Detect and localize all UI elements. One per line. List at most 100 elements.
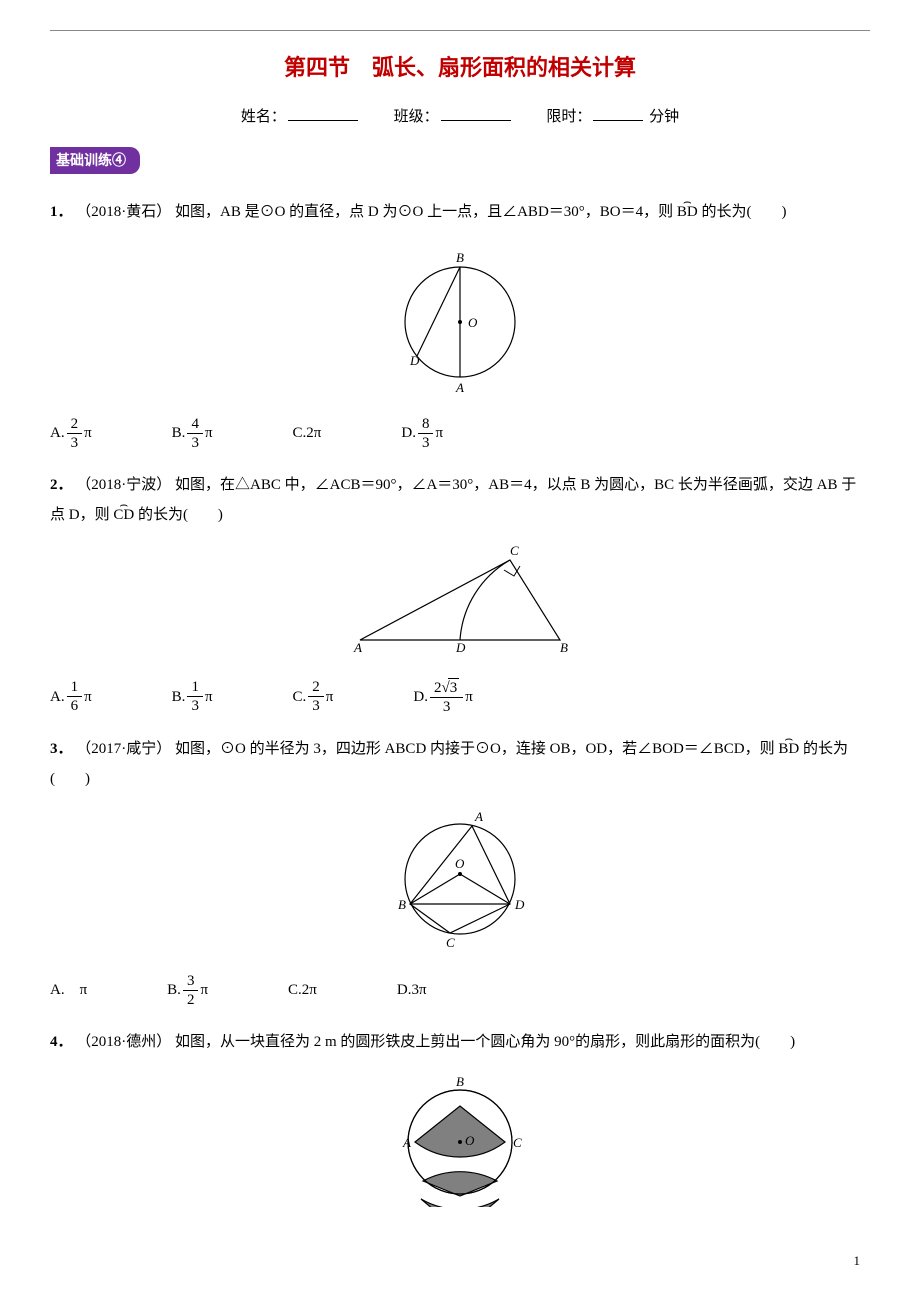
q3-num: 3． <box>50 741 73 757</box>
q1-c-text: 2π <box>306 421 321 445</box>
q2-b-num: 1 <box>187 678 203 697</box>
q1-opt-c: C. 2π <box>293 421 322 445</box>
q2-a-den: 6 <box>67 697 83 715</box>
q1-a-den: 3 <box>67 434 83 452</box>
q3-c-label: C. <box>288 978 302 1002</box>
q2-a-label: A. <box>50 685 65 709</box>
svg-text:D: D <box>514 897 525 912</box>
question-3: 3． （2017·咸宁） 如图，⊙O 的半径为 3，四边形 ABCD 内接于⊙O… <box>50 734 870 794</box>
q1-a-num: 2 <box>67 415 83 434</box>
header-rule <box>50 30 870 31</box>
figure-4: B A C O <box>50 1067 870 1215</box>
svg-text:B: B <box>398 897 406 912</box>
q3-text: 如图，⊙O 的半径为 3，四边形 ABCD 内接于⊙O，连接 OB，OD，若∠B… <box>175 741 775 757</box>
q2-opt-d: D. 2√3 3 π <box>413 678 472 716</box>
q1-b-label: B. <box>172 421 186 445</box>
q2-c-label: C. <box>293 685 307 709</box>
q2-b-den: 3 <box>187 697 203 715</box>
q2-d-num: 2√3 <box>430 678 463 698</box>
q2-b-tail: π <box>205 685 213 709</box>
q2-a-tail: π <box>84 685 92 709</box>
svg-text:B: B <box>560 640 568 655</box>
q4-num: 4． <box>50 1034 73 1050</box>
q1-opt-b: B. 43 π <box>172 415 213 452</box>
q2-d-tail: π <box>465 685 473 709</box>
q2-d-label: D. <box>413 685 428 709</box>
q3-b-tail: π <box>200 978 208 1002</box>
svg-text:A: A <box>353 640 362 655</box>
svg-text:C: C <box>446 935 455 950</box>
q1-a-label: A. <box>50 421 65 445</box>
q1-d-num: 8 <box>418 415 434 434</box>
q1-text: 如图，AB 是⊙O 的直径，点 D 为⊙O 上一点，且∠ABD＝30°，BO＝4… <box>175 204 673 220</box>
q3-b-num: 3 <box>183 972 199 991</box>
q3-a-label: A. <box>50 978 80 1002</box>
q2-opt-a: A. 16 π <box>50 678 92 715</box>
q3-opt-c: C. 2π <box>288 978 317 1002</box>
question-2: 2． （2018·宁波） 如图，在△ABC 中，∠ACB＝90°，∠A＝30°，… <box>50 470 870 530</box>
label-name: 姓名： <box>241 109 286 125</box>
q2-a-num: 1 <box>67 678 83 697</box>
q1-a-tail: π <box>84 421 92 445</box>
svg-text:D: D <box>409 353 420 368</box>
q2-c-den: 3 <box>308 697 324 715</box>
q2-d-num-coef: 2 <box>434 680 442 696</box>
q1-text2: 的长为( ) <box>701 204 786 220</box>
q2-opt-c: C. 23 π <box>293 678 334 715</box>
q3-b-label: B. <box>167 978 181 1002</box>
q1-options: A. 23 π B. 43 π C. 2π D. 83 π <box>50 415 870 452</box>
svg-text:O: O <box>465 1133 475 1148</box>
q3-b-den: 2 <box>183 991 199 1009</box>
q2-b-label: B. <box>172 685 186 709</box>
svg-text:A: A <box>455 380 464 395</box>
q3-d-text: 3π <box>411 978 426 1002</box>
q1-arc: BD <box>677 197 698 227</box>
label-minutes: 分钟 <box>649 109 679 125</box>
svg-text:A: A <box>402 1135 411 1150</box>
q1-num: 1． <box>50 204 73 220</box>
svg-text:B: B <box>456 250 464 265</box>
figure-2: A D B C <box>50 540 870 668</box>
q1-d-den: 3 <box>418 434 434 452</box>
q2-c-tail: π <box>326 685 334 709</box>
q1-opt-d: D. 83 π <box>401 415 443 452</box>
q2-d-num-radicand: 3 <box>448 678 460 697</box>
q2-arc: CD <box>113 500 134 530</box>
q3-opt-a: A. π <box>50 978 87 1002</box>
q2-opt-b: B. 13 π <box>172 678 213 715</box>
q3-d-label: D. <box>397 978 412 1002</box>
svg-text:O: O <box>468 315 478 330</box>
blank-class <box>441 105 511 121</box>
section-badge: 基础训练④ <box>50 147 140 173</box>
q3-opt-d: D. 3π <box>397 978 427 1002</box>
q2-d-den: 3 <box>430 698 463 716</box>
q1-b-den: 3 <box>187 434 203 452</box>
q2-num: 2． <box>50 477 73 493</box>
blank-name <box>288 105 358 121</box>
q3-a-text: π <box>80 978 88 1002</box>
figure-3: A O B D C <box>50 804 870 962</box>
q2-options: A. 16 π B. 13 π C. 23 π D. 2√3 3 π <box>50 678 870 716</box>
q3-options: A. π B. 32 π C. 2π D. 3π <box>50 972 870 1009</box>
q3-c-text: 2π <box>302 978 317 1002</box>
svg-text:O: O <box>455 856 465 871</box>
q2-c-num: 2 <box>308 678 324 697</box>
q2-text2: 的长为( ) <box>138 507 223 523</box>
q1-c-label: C. <box>293 421 307 445</box>
q1-source: （2018·黄石） <box>76 204 171 220</box>
figure-1: B O D A <box>50 237 870 405</box>
q4-source: （2018·德州） <box>76 1034 171 1050</box>
svg-text:B: B <box>456 1074 464 1089</box>
q1-d-tail: π <box>435 421 443 445</box>
svg-text:C: C <box>510 543 519 558</box>
label-limit: 限时： <box>546 109 591 125</box>
q1-b-num: 4 <box>187 415 203 434</box>
blank-time <box>593 105 643 121</box>
name-line: 姓名： 班级： 限时： 分钟 <box>50 105 870 129</box>
svg-text:A: A <box>474 809 483 824</box>
q3-arc: BD <box>778 734 799 764</box>
page-title: 第四节 弧长、扇形面积的相关计算 <box>50 50 870 85</box>
question-4: 4． （2018·德州） 如图，从一块直径为 2 m 的圆形铁皮上剪出一个圆心角… <box>50 1027 870 1057</box>
q1-opt-a: A. 23 π <box>50 415 92 452</box>
label-class: 班级： <box>394 109 439 125</box>
